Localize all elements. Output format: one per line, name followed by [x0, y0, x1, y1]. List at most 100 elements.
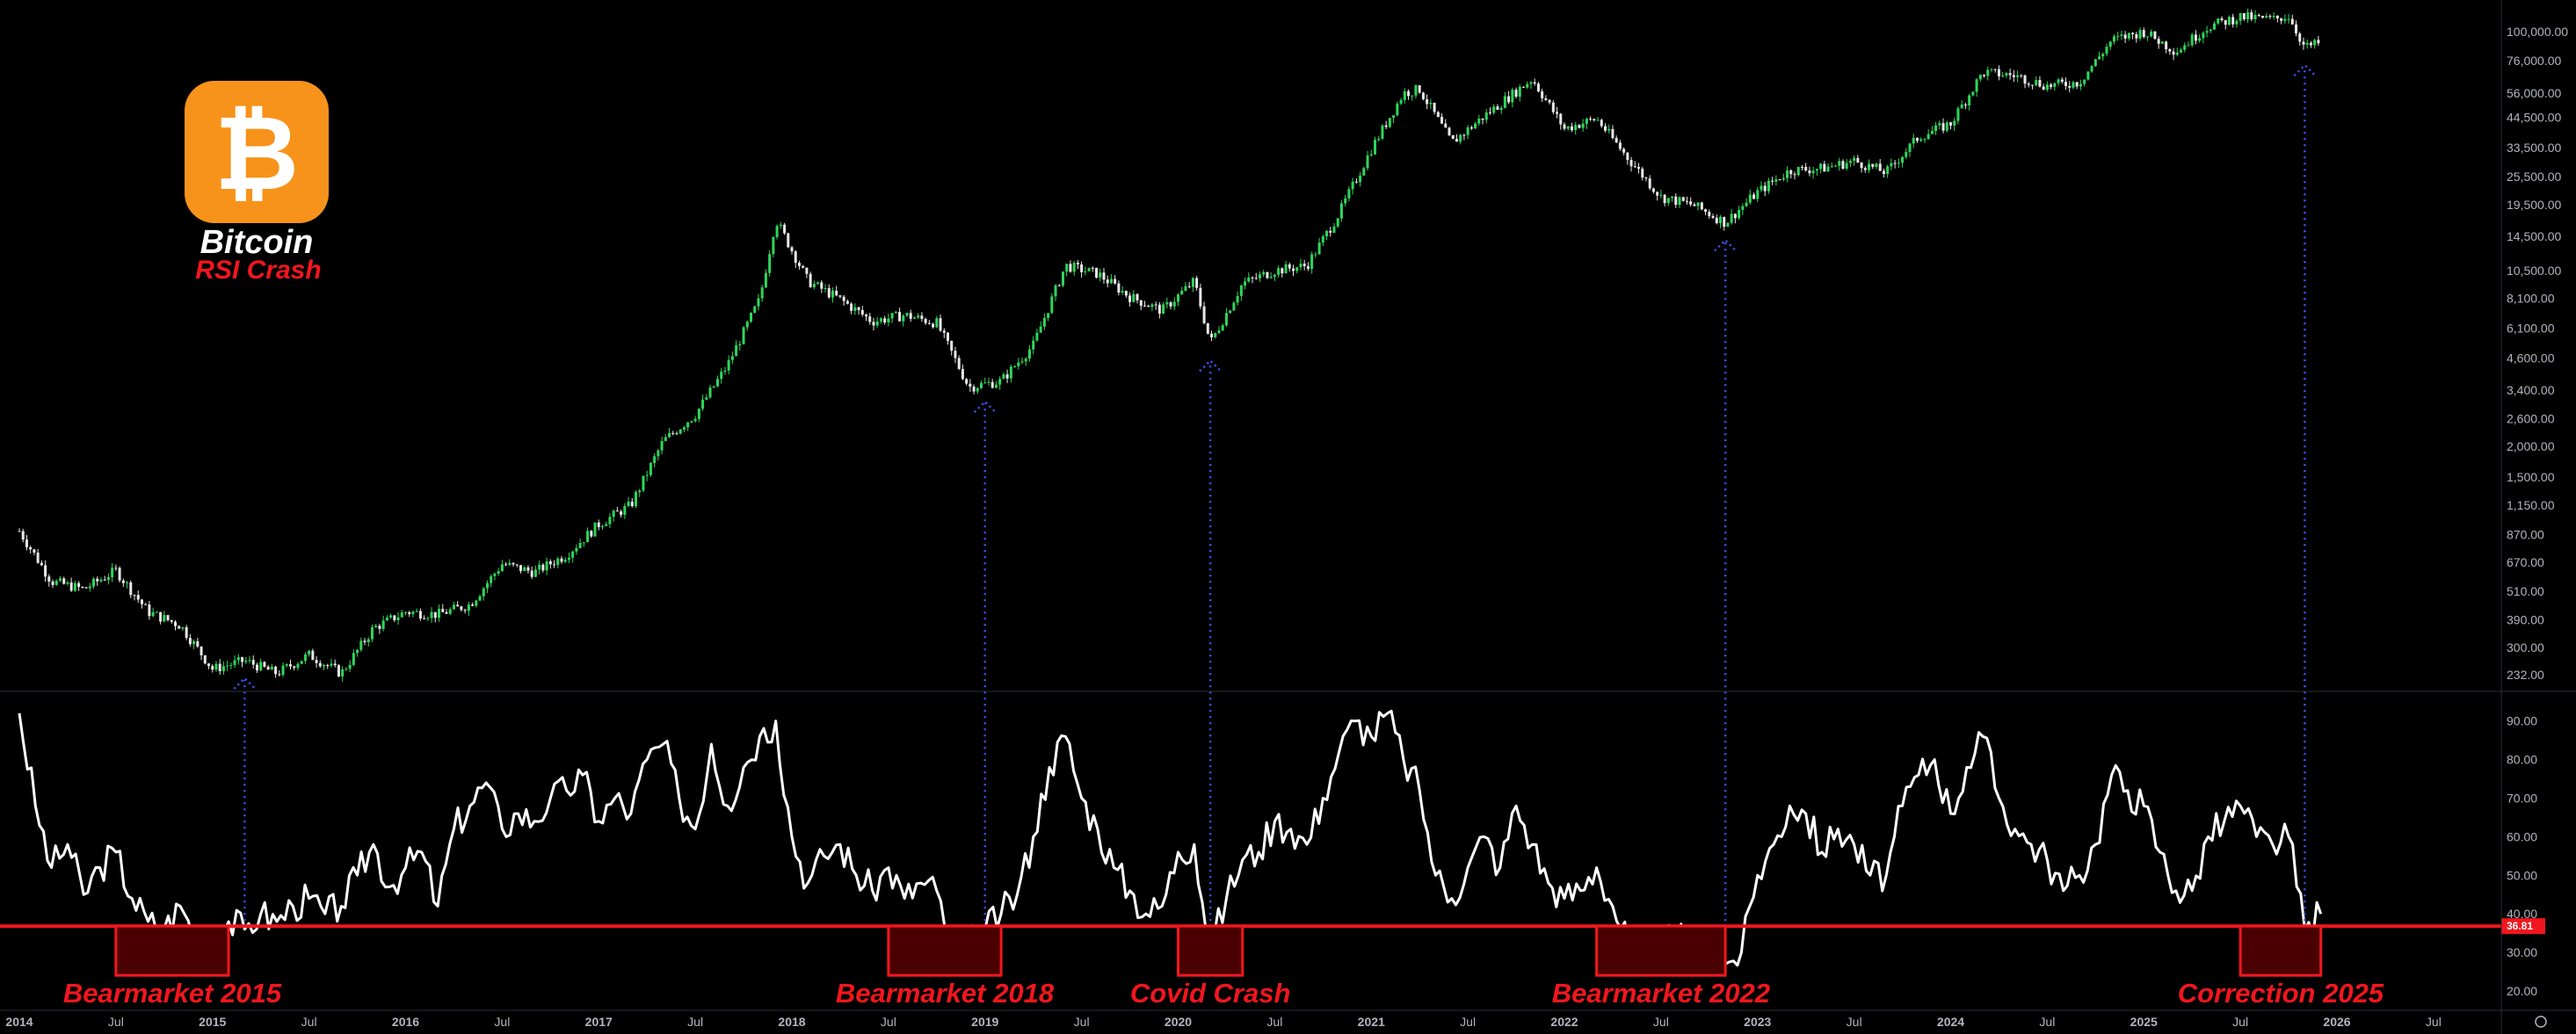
price-candle [690, 421, 693, 423]
price-candle [1050, 296, 1054, 314]
price-candle [471, 604, 475, 606]
time-tick-label: 2016 [392, 1015, 419, 1029]
price-candle [1522, 86, 1526, 88]
settings-icon[interactable] [2535, 1016, 2547, 1028]
price-candle [638, 490, 642, 493]
price-candle [987, 381, 990, 383]
price-candle [1793, 174, 1796, 176]
time-tick-label: 2014 [5, 1015, 33, 1029]
price-candle [448, 609, 452, 614]
price-candle [682, 427, 686, 430]
price-candle [263, 662, 266, 667]
price-candle [1013, 365, 1017, 367]
price-candle [1930, 131, 1934, 134]
price-candle [735, 345, 738, 357]
price-candle [1671, 196, 1674, 199]
price-candle [389, 615, 393, 618]
price-candle [151, 611, 155, 617]
price-candle [548, 560, 552, 565]
price-candle [2287, 18, 2290, 20]
price-candle [1321, 235, 1324, 243]
price-candle [411, 611, 415, 615]
price-candle [1448, 127, 1451, 135]
price-candle [1674, 196, 1678, 206]
price-candle [1444, 123, 1448, 128]
price-candle [2105, 47, 2108, 54]
price-candle [1121, 291, 1124, 293]
price-candle [203, 654, 207, 664]
price-candle [563, 560, 567, 562]
price-candle [1407, 90, 1411, 97]
price-candle [972, 387, 976, 392]
price-candle [1306, 265, 1310, 270]
price-candle [1741, 206, 1745, 210]
price-candle [750, 312, 753, 322]
price-candle [244, 660, 248, 662]
price-candle [1147, 306, 1150, 307]
time-tick-label: Jul [1266, 1015, 1282, 1029]
price-candle [460, 606, 463, 611]
price-candle [1061, 271, 1064, 286]
price-candle [946, 332, 949, 341]
price-candle [1114, 278, 1117, 284]
price-candle [1047, 313, 1050, 318]
price-candle [415, 611, 418, 612]
price-candle [1199, 287, 1202, 307]
price-candle [2194, 34, 2197, 41]
price-tick-label: 232.00 [2507, 668, 2544, 682]
price-candle [2317, 40, 2320, 44]
price-candle [1786, 170, 1789, 178]
price-candle [84, 587, 88, 589]
price-candle [983, 382, 987, 384]
price-candle [1042, 317, 1046, 327]
price-candle [653, 456, 657, 464]
price-candle [1514, 90, 1518, 98]
price-candle [426, 618, 430, 619]
price-candle [519, 565, 523, 572]
price-candle [1455, 139, 1458, 142]
price-candle [1730, 213, 1733, 223]
price-candle [445, 611, 448, 614]
price-candle [40, 562, 43, 566]
price-candle [1808, 170, 1811, 174]
price-candle [642, 475, 645, 491]
time-tick-label: 2019 [971, 1015, 998, 1029]
crash-zone-label: Bearmarket 2015 [63, 978, 282, 1009]
price-candle [196, 640, 200, 647]
price-candle [2086, 71, 2090, 80]
price-candle [868, 316, 872, 322]
price-candle [1288, 264, 1291, 269]
price-candle [1399, 99, 1403, 104]
price-candle [1232, 302, 1236, 311]
price-candle [850, 303, 853, 311]
price-candle [1076, 263, 1079, 264]
price-candle [111, 568, 114, 578]
price-candle [2012, 75, 2015, 77]
price-candle [1708, 212, 1711, 217]
price-candle [2127, 33, 2130, 39]
price-candle [1659, 194, 1663, 196]
rsi-tick-label: 30.00 [2507, 945, 2537, 959]
time-tick-label: 2020 [1165, 1015, 1192, 1029]
price-candle [1214, 332, 1217, 337]
price-candle [1002, 374, 1005, 380]
price-candle [1733, 213, 1737, 219]
price-candle [1878, 163, 1882, 171]
price-candle [1526, 83, 1529, 88]
price-candle [1830, 166, 1833, 168]
rsi-tick-label: 50.00 [2507, 868, 2537, 882]
price-candle [1868, 163, 1871, 170]
price-tick-label: 390.00 [2507, 612, 2544, 626]
price-candle [1484, 112, 1488, 120]
price-candle [1281, 268, 1284, 274]
price-candle [1856, 157, 1860, 163]
price-candle [827, 288, 831, 298]
price-candle [1800, 167, 1803, 169]
price-candle [1143, 306, 1146, 307]
price-candle [2005, 73, 2008, 76]
price-candle [1366, 155, 1369, 169]
price-candle [1574, 125, 1578, 131]
price-candle [200, 646, 203, 655]
price-candle [69, 582, 73, 591]
